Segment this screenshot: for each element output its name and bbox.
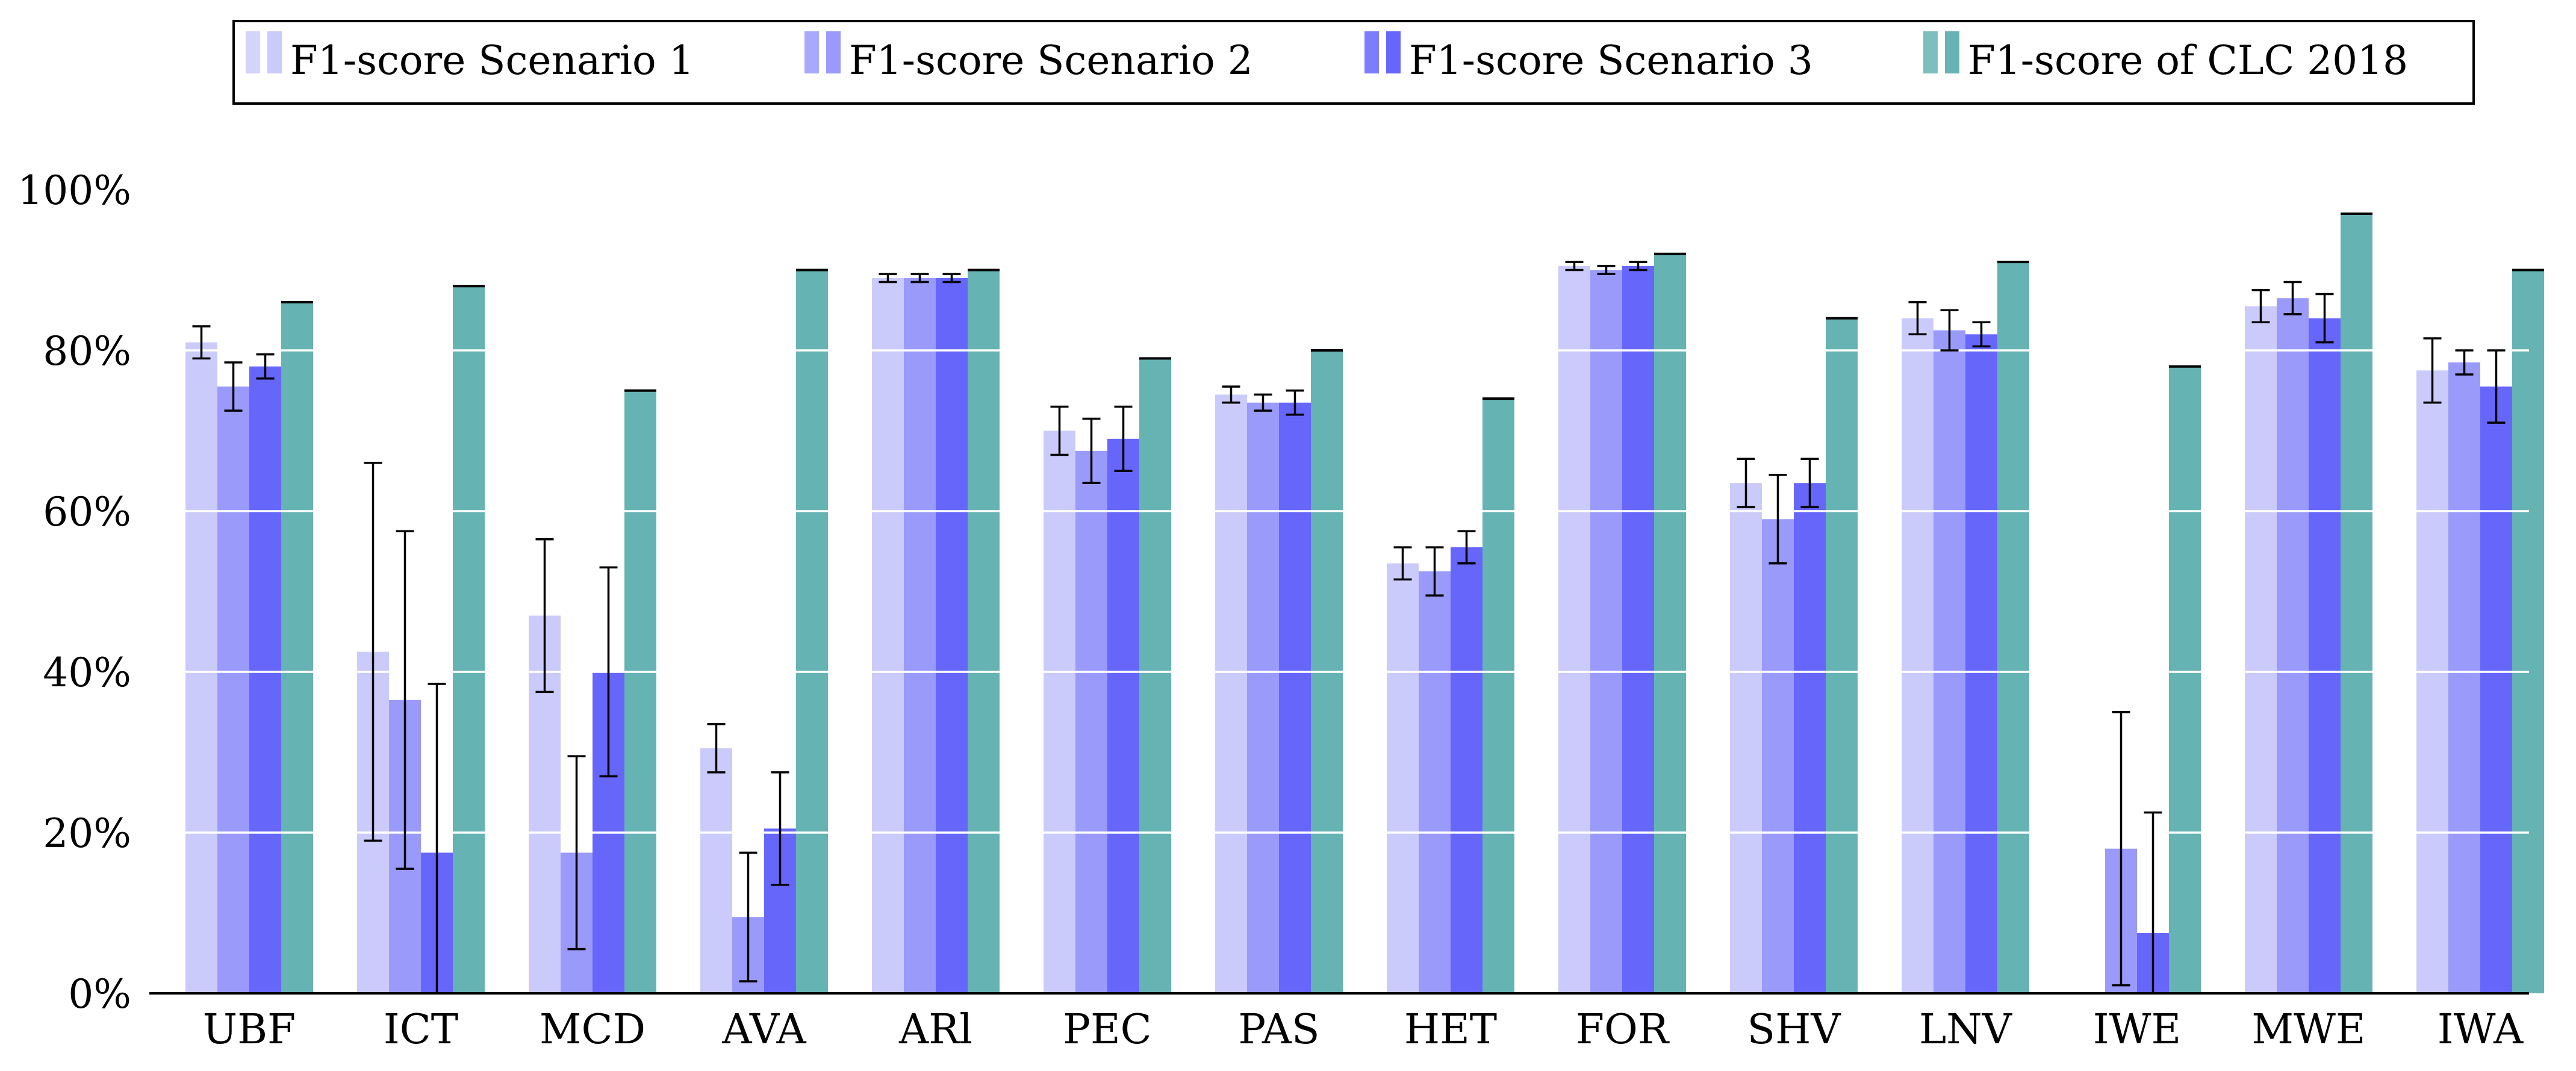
bar xyxy=(968,270,1000,993)
legend-swatch xyxy=(1386,31,1401,73)
y-tick-labels: 0% 20% 40% 60% 80% 100% xyxy=(17,167,131,1017)
legend-swatch xyxy=(804,31,819,73)
category-label: PAS xyxy=(1238,1006,1319,1054)
bar xyxy=(1451,547,1482,993)
bar xyxy=(1902,318,1934,993)
bar xyxy=(1215,394,1247,993)
bar xyxy=(453,286,485,994)
category-label: SHV xyxy=(1747,1006,1842,1054)
legend-label: F1-score Scenario 1 xyxy=(290,37,694,84)
bar xyxy=(249,366,281,994)
y-tick-label: 20% xyxy=(43,810,131,857)
bar xyxy=(1826,318,1858,993)
bar xyxy=(1965,334,1997,993)
legend-swatch xyxy=(1945,31,1959,73)
bar xyxy=(1075,450,1107,993)
y-tick-label: 40% xyxy=(43,650,131,696)
bar xyxy=(2512,270,2544,993)
bar xyxy=(872,278,904,994)
bar xyxy=(2341,214,2372,993)
bar xyxy=(904,278,936,994)
bar xyxy=(185,342,217,993)
bar xyxy=(1044,430,1075,993)
legend-swatch xyxy=(826,31,841,73)
bar xyxy=(1247,402,1279,993)
category-labels: UBF ICT MCD AVA ARl PEC PAS HET FOR SHV LNV IWE MWE I… xyxy=(203,1006,2524,1054)
bar xyxy=(1934,330,1965,993)
legend: F1-score Scenario 1 F1-score Scenario 2 F1… xyxy=(232,20,2475,105)
category-label: IWA xyxy=(2438,1006,2524,1054)
bar xyxy=(700,748,732,993)
y-tick-label: 100% xyxy=(17,167,131,214)
category-label: FOR xyxy=(1576,1006,1670,1054)
legend-swatch xyxy=(1923,31,1938,73)
bar xyxy=(2416,370,2448,993)
category-label: ARl xyxy=(898,1006,972,1054)
category-label: UBF xyxy=(203,1006,296,1054)
bar xyxy=(1730,483,1762,993)
category-label: IWE xyxy=(2093,1006,2181,1054)
bar xyxy=(1279,402,1311,993)
category-label: MCD xyxy=(540,1006,646,1054)
y-tick-label: 80% xyxy=(43,328,131,374)
legend-swatch xyxy=(267,31,282,73)
bar xyxy=(1419,571,1451,993)
category-label: HET xyxy=(1404,1006,1497,1054)
legend-swatch xyxy=(1364,31,1379,73)
bar xyxy=(1482,399,1514,993)
bar xyxy=(1590,270,1622,993)
y-tick-label: 60% xyxy=(43,489,131,535)
bar xyxy=(281,302,313,993)
bar xyxy=(624,390,656,993)
bar xyxy=(1387,563,1419,993)
bar xyxy=(1622,265,1654,994)
bar xyxy=(2245,306,2277,994)
bar xyxy=(1654,253,1686,993)
category-label: ICT xyxy=(384,1006,458,1054)
category-label: LNV xyxy=(1919,1006,2013,1054)
legend-label: F1-score of CLC 2018 xyxy=(1968,37,2408,84)
legend-box xyxy=(232,20,2475,105)
bars xyxy=(185,214,2544,994)
bar xyxy=(217,386,249,993)
bar xyxy=(2169,366,2201,994)
bar xyxy=(2448,362,2480,993)
category-label: MWE xyxy=(2251,1006,2365,1054)
bar xyxy=(2480,386,2512,993)
bar xyxy=(1558,265,1590,994)
bar xyxy=(1107,438,1139,993)
legend-label: F1-score Scenario 2 xyxy=(849,37,1253,84)
bar xyxy=(1139,358,1171,993)
bar xyxy=(2277,298,2309,994)
bar xyxy=(2309,318,2341,993)
legend-swatch xyxy=(246,31,260,73)
category-label: PEC xyxy=(1063,1006,1151,1054)
y-tick-label: 0% xyxy=(68,971,131,1017)
bar xyxy=(1794,483,1826,993)
bar xyxy=(796,270,828,993)
bar xyxy=(936,278,968,994)
legend-label: F1-score Scenario 3 xyxy=(1409,37,1813,84)
error-bars xyxy=(192,213,2544,995)
bar xyxy=(1762,519,1794,993)
bar xyxy=(1997,262,2029,993)
category-label: AVA xyxy=(721,1006,806,1054)
